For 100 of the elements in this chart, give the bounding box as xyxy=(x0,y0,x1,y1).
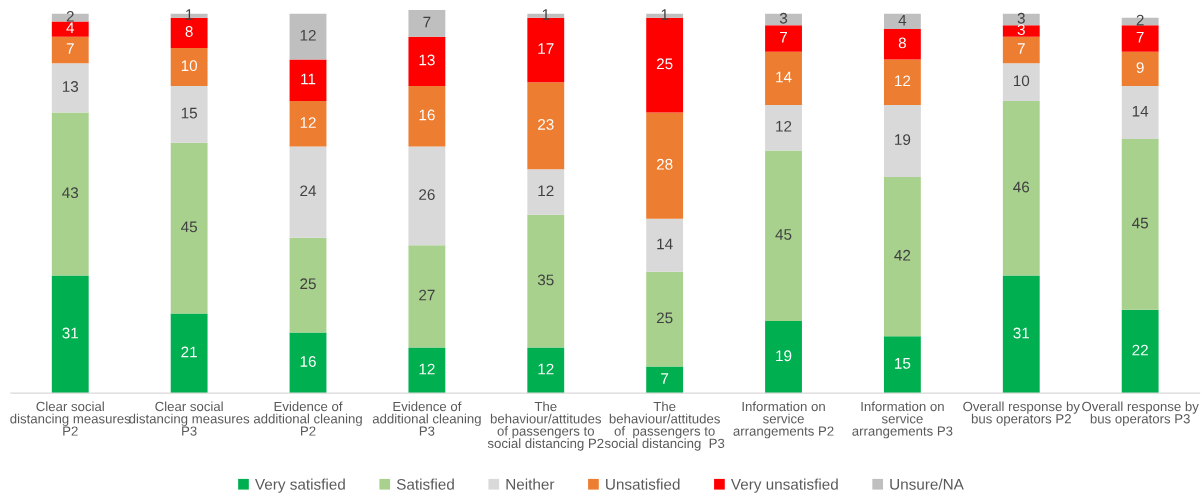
data-label: 12 xyxy=(300,29,316,41)
bar xyxy=(883,13,921,30)
data-label: 16 xyxy=(419,109,435,121)
bar xyxy=(408,146,446,246)
x-tick-label: The behaviour/attitudes of passengers to social distancing P2 xyxy=(487,401,604,451)
data-label: 25 xyxy=(656,58,673,70)
bar xyxy=(527,214,565,348)
data-label: 43 xyxy=(62,187,79,199)
data-label: 35 xyxy=(537,274,554,286)
bar xyxy=(646,218,684,272)
data-label: 14 xyxy=(657,238,673,250)
data-label: 12 xyxy=(895,75,911,87)
bar xyxy=(765,25,802,52)
data-label: 15 xyxy=(895,358,911,369)
data-label: 10 xyxy=(1013,75,1030,87)
bar xyxy=(289,101,327,147)
x-tick-label: Overall response by bus operators P2 xyxy=(963,401,1080,427)
x-tick-label: Clear social distancing measures P3 xyxy=(129,401,250,436)
data-label: 14 xyxy=(776,71,792,83)
data-label: 22 xyxy=(1132,344,1148,356)
data-label: 13 xyxy=(419,54,435,66)
bar xyxy=(51,63,89,113)
data-label: 1 xyxy=(186,9,193,20)
data-label: 28 xyxy=(656,158,673,170)
bar xyxy=(51,275,89,394)
legend-label: Neither xyxy=(506,478,555,490)
data-label: 10 xyxy=(181,60,198,72)
data-label: 12 xyxy=(538,363,554,375)
data-label: 3 xyxy=(1017,12,1025,24)
data-label: 12 xyxy=(538,185,554,197)
data-label: 1 xyxy=(542,9,550,20)
bar xyxy=(646,366,684,394)
data-label: 25 xyxy=(300,278,316,290)
data-label: 11 xyxy=(301,73,316,85)
data-label: 7 xyxy=(1136,31,1144,43)
data-label: 4 xyxy=(66,22,75,33)
bar xyxy=(765,321,802,394)
data-label: 42 xyxy=(894,249,911,261)
x-tick-label: Information on service arrangements P2 xyxy=(733,401,834,439)
bar xyxy=(883,336,921,394)
bar xyxy=(289,146,327,238)
bar xyxy=(289,13,327,60)
bar xyxy=(646,271,684,367)
bar xyxy=(1121,25,1159,52)
legend-label: Unsure/NA xyxy=(890,478,964,490)
x-tick-label: Evidence of additional cleaning P3 xyxy=(372,401,481,436)
legend-label: Very satisfied xyxy=(255,478,345,493)
bar xyxy=(883,176,921,337)
bar xyxy=(289,59,327,102)
data-label: 4 xyxy=(898,14,907,26)
data-label: 15 xyxy=(181,107,197,119)
bar xyxy=(51,36,89,64)
bar xyxy=(883,104,921,177)
legend-label: Unsatisfied xyxy=(606,478,680,490)
bar xyxy=(765,51,802,105)
data-label: 27 xyxy=(419,289,435,301)
data-label: 31 xyxy=(1013,327,1030,339)
data-label: 26 xyxy=(419,189,435,201)
bar xyxy=(1002,101,1040,276)
data-label: 1 xyxy=(661,9,669,20)
data-label: 19 xyxy=(895,134,911,146)
data-label: 14 xyxy=(1132,105,1149,117)
bar xyxy=(170,142,208,314)
bar xyxy=(170,313,208,394)
data-label: 12 xyxy=(776,120,792,132)
bar xyxy=(527,82,565,170)
bar xyxy=(408,85,446,147)
x-tick-label: The behaviour/attitudes of passengers to social distancing P3 xyxy=(604,401,725,451)
x-tick-label: Clear social distancing measures P2 xyxy=(10,401,131,436)
bar xyxy=(408,245,446,348)
data-label: 23 xyxy=(538,119,554,130)
legend-label: Satisfied xyxy=(396,478,454,490)
data-label: 24 xyxy=(300,185,317,197)
bar xyxy=(170,85,208,143)
data-label: 2 xyxy=(1136,14,1144,26)
data-label: 13 xyxy=(62,81,79,92)
bar xyxy=(1121,309,1159,394)
bar xyxy=(1002,275,1040,394)
bar xyxy=(527,347,565,394)
data-label: 19 xyxy=(776,350,792,362)
bar xyxy=(51,21,89,37)
data-label: 17 xyxy=(538,43,554,54)
bar xyxy=(1002,25,1040,37)
data-label: 16 xyxy=(300,356,316,367)
data-label: 7 xyxy=(780,31,788,43)
bar xyxy=(765,150,802,322)
x-tick-label: Overall response by bus operators P3 xyxy=(1082,401,1199,427)
bar xyxy=(1002,36,1040,64)
data-label: 21 xyxy=(181,346,197,358)
x-tick-label: Information on service arrangements P3 xyxy=(852,401,953,439)
data-label: 3 xyxy=(1017,24,1025,36)
data-label: 7 xyxy=(66,43,74,54)
data-label: 12 xyxy=(419,363,435,375)
data-label: 7 xyxy=(661,373,669,384)
bar xyxy=(883,29,921,60)
bar xyxy=(1121,85,1159,140)
data-label: 31 xyxy=(62,327,79,339)
bar xyxy=(51,112,89,276)
bar xyxy=(1002,63,1040,102)
data-label: 25 xyxy=(656,312,673,324)
